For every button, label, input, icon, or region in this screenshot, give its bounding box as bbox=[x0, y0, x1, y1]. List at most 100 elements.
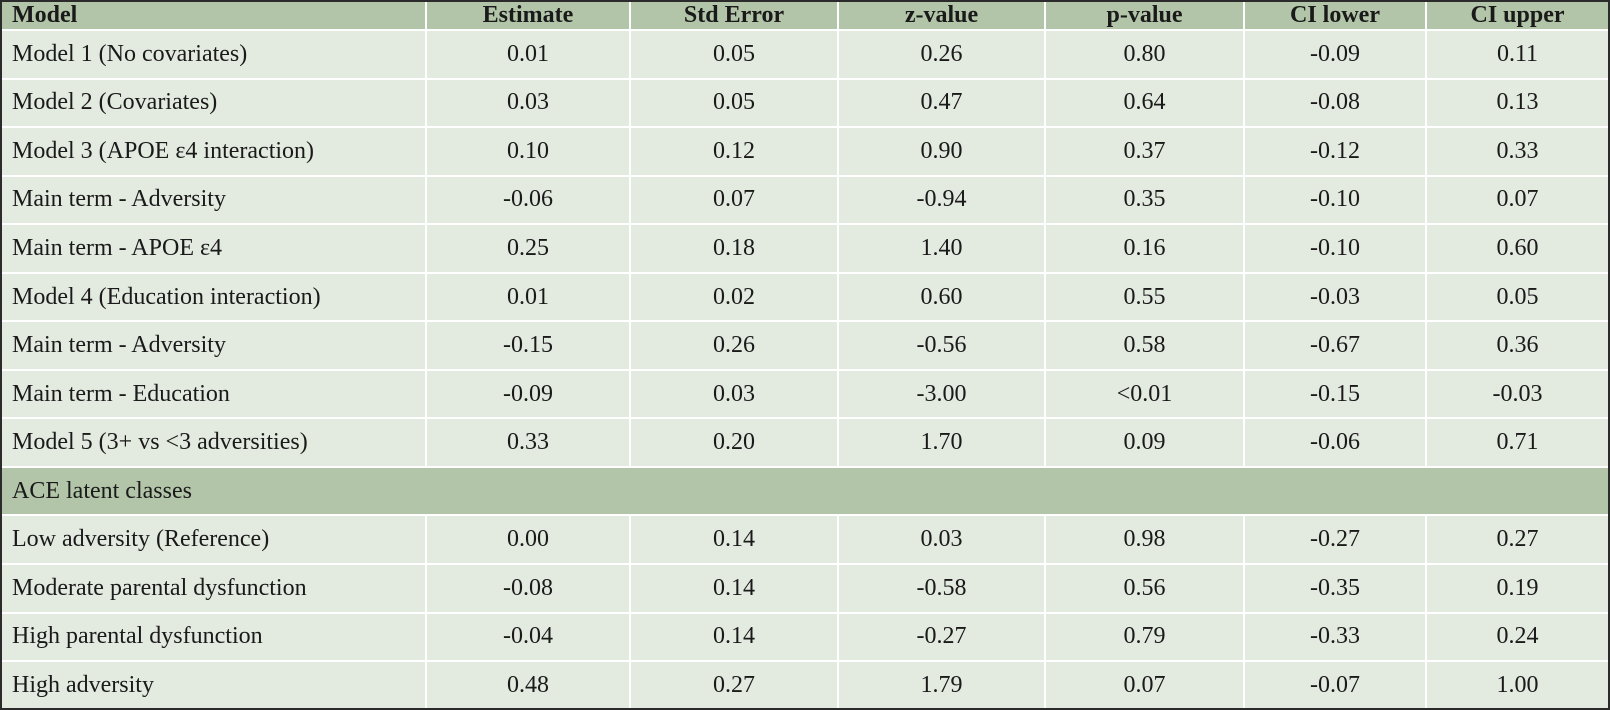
data-row: High adversity 0.48 0.27 1.79 0.07 -0.07 1.00 bbox=[2, 660, 1608, 708]
cell-value: 0.01 bbox=[425, 271, 631, 323]
cell-value: 1.40 bbox=[837, 223, 1046, 274]
cell-value: -0.10 bbox=[1243, 174, 1427, 226]
cell-value: -0.56 bbox=[837, 320, 1046, 371]
cell-value: 0.07 bbox=[1425, 174, 1608, 226]
cell-value: 0.14 bbox=[629, 514, 839, 566]
data-row: Model 4 (Education interaction) 0.01 0.02 0… bbox=[2, 271, 1608, 323]
cell-value: 0.03 bbox=[837, 514, 1046, 566]
cell-value: 0.19 bbox=[1425, 563, 1608, 614]
cell-value: 0.02 bbox=[629, 271, 839, 323]
cell-value: 0.24 bbox=[1425, 611, 1608, 663]
cell-value: -0.07 bbox=[1243, 660, 1427, 708]
cell-value: 0.00 bbox=[425, 514, 631, 566]
row-label: Model 1 (No covariates) bbox=[2, 29, 427, 80]
cell-value: -0.27 bbox=[1243, 514, 1427, 566]
row-label: Model 4 (Education interaction) bbox=[2, 271, 427, 323]
row-label: Main term - Adversity bbox=[2, 174, 427, 226]
cell-value: 0.11 bbox=[1425, 29, 1608, 80]
row-label: Main term - Adversity bbox=[2, 320, 427, 371]
data-row: Main term - APOE ε4 0.25 0.18 1.40 0.16 -0.10… bbox=[2, 223, 1608, 274]
cell-value: -0.09 bbox=[425, 368, 631, 420]
cell-value: 1.00 bbox=[1425, 660, 1608, 708]
cell-value: 0.27 bbox=[629, 660, 839, 708]
cell-value: 0.90 bbox=[837, 126, 1046, 177]
data-row: Model 5 (3+ vs <3 adversities) 0.33 0.20 1.… bbox=[2, 417, 1608, 468]
cell-value: 0.13 bbox=[1425, 77, 1608, 129]
column-header: CI upper bbox=[1425, 2, 1608, 31]
cell-value: 0.33 bbox=[425, 417, 631, 468]
cell-value: 0.20 bbox=[629, 417, 839, 468]
header-row: Model Estimate Std Error z-value p-value CI l… bbox=[2, 2, 1608, 31]
cell-value: 0.35 bbox=[1044, 174, 1245, 226]
column-header: CI lower bbox=[1243, 2, 1427, 31]
cell-value: 0.05 bbox=[629, 29, 839, 80]
cell-value: -0.04 bbox=[425, 611, 631, 663]
cell-value: -0.58 bbox=[837, 563, 1046, 614]
cell-value: 0.09 bbox=[1044, 417, 1245, 468]
cell-value: -0.67 bbox=[1243, 320, 1427, 371]
cell-value: 0.26 bbox=[629, 320, 839, 371]
row-label: High parental dysfunction bbox=[2, 611, 427, 663]
cell-value: -0.10 bbox=[1243, 223, 1427, 274]
cell-value: 0.18 bbox=[629, 223, 839, 274]
cell-value: 0.58 bbox=[1044, 320, 1245, 371]
data-row: Model 1 (No covariates) 0.01 0.05 0.26 0.80-… bbox=[2, 29, 1608, 80]
cell-value: -0.03 bbox=[1425, 368, 1608, 420]
cell-value: 0.48 bbox=[425, 660, 631, 708]
row-label: Model 2 (Covariates) bbox=[2, 77, 427, 129]
cell-value: 0.47 bbox=[837, 77, 1046, 129]
cell-value: -0.15 bbox=[1243, 368, 1427, 420]
row-label: Model 5 (3+ vs <3 adversities) bbox=[2, 417, 427, 468]
cell-value: -0.33 bbox=[1243, 611, 1427, 663]
cell-value: -0.09 bbox=[1243, 29, 1427, 80]
row-label: Low adversity (Reference) bbox=[2, 514, 427, 566]
row-label: High adversity bbox=[2, 660, 427, 708]
cell-value: 0.14 bbox=[629, 563, 839, 614]
data-row: Model 3 (APOE ε4 interaction) 0.10 0.12 0.9… bbox=[2, 126, 1608, 177]
cell-value: 0.26 bbox=[837, 29, 1046, 80]
cell-value: 0.12 bbox=[629, 126, 839, 177]
cell-value: 0.36 bbox=[1425, 320, 1608, 371]
cell-value: 0.05 bbox=[1425, 271, 1608, 323]
cell-value: -0.35 bbox=[1243, 563, 1427, 614]
data-row: Low adversity (Reference) 0.00 0.14 0.03 0.9… bbox=[2, 514, 1608, 566]
cell-value: -0.06 bbox=[1243, 417, 1427, 468]
cell-value: 0.64 bbox=[1044, 77, 1245, 129]
cell-value: -0.15 bbox=[425, 320, 631, 371]
row-label: Main term - APOE ε4 bbox=[2, 223, 427, 274]
cell-value: 0.14 bbox=[629, 611, 839, 663]
cell-value: -0.08 bbox=[1243, 77, 1427, 129]
cell-value: -0.12 bbox=[1243, 126, 1427, 177]
cell-value: 0.60 bbox=[837, 271, 1046, 323]
cell-value: 0.80 bbox=[1044, 29, 1245, 80]
cell-value: 0.03 bbox=[425, 77, 631, 129]
section-label: ACE latent classes bbox=[2, 465, 1608, 517]
cell-value: -0.94 bbox=[837, 174, 1046, 226]
data-row: Moderate parental dysfunction -0.08 0.14 -0… bbox=[2, 563, 1608, 614]
data-row: Model 2 (Covariates) 0.03 0.05 0.47 0.64 -0.0… bbox=[2, 77, 1608, 129]
column-header: Estimate bbox=[425, 2, 631, 31]
cell-value: 1.70 bbox=[837, 417, 1046, 468]
cell-value: 0.27 bbox=[1425, 514, 1608, 566]
data-row: High parental dysfunction -0.04 0.14 -0.27 0… bbox=[2, 611, 1608, 663]
cell-value: 0.05 bbox=[629, 77, 839, 129]
cell-value: 0.71 bbox=[1425, 417, 1608, 468]
table-body: Model 1 (No covariates) 0.01 0.05 0.26 0.80-… bbox=[2, 29, 1608, 708]
cell-value: 0.07 bbox=[1044, 660, 1245, 708]
cell-value: -0.27 bbox=[837, 611, 1046, 663]
section-row: ACE latent classes bbox=[2, 465, 1608, 517]
cell-value: -0.06 bbox=[425, 174, 631, 226]
cell-value: 0.03 bbox=[629, 368, 839, 420]
cell-value: 0.98 bbox=[1044, 514, 1245, 566]
cell-value: 1.79 bbox=[837, 660, 1046, 708]
cell-value: <0.01 bbox=[1044, 368, 1245, 420]
cell-value: 0.25 bbox=[425, 223, 631, 274]
column-header: Std Error bbox=[629, 2, 839, 31]
cell-value: 0.16 bbox=[1044, 223, 1245, 274]
column-header: Model bbox=[2, 2, 427, 31]
cell-value: 0.56 bbox=[1044, 563, 1245, 614]
cell-value: 0.55 bbox=[1044, 271, 1245, 323]
cell-value: -0.03 bbox=[1243, 271, 1427, 323]
